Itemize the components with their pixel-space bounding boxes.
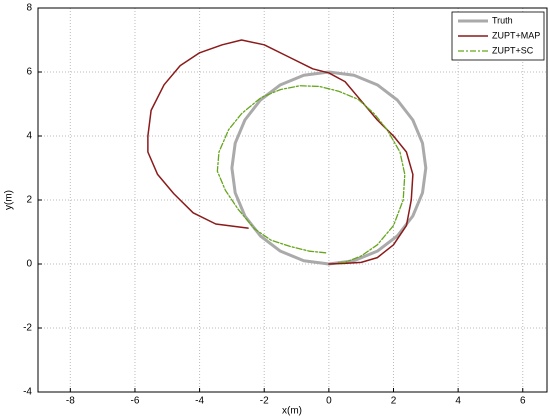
legend-label: ZUPT+SC [492,45,534,55]
y-tick-label: 8 [26,3,32,14]
y-tick-label: 2 [26,195,32,206]
series-line [147,39,414,265]
y-tick-label: -4 [23,387,32,398]
x-tick-label: -2 [260,396,269,407]
x-tick-label: -6 [130,396,139,407]
y-axis-label: y(m) [4,190,15,210]
x-tick-label: -8 [66,396,75,407]
x-tick-label: 6 [520,396,526,407]
x-tick-label: 0 [326,396,332,407]
x-tick-label: 2 [391,396,397,407]
x-tick-label: 4 [455,396,461,407]
y-tick-label: 6 [26,67,32,78]
series-line [216,85,406,264]
y-tick-label: 0 [26,259,32,270]
x-axis-label: x(m) [282,406,302,417]
x-tick-label: -4 [195,396,204,407]
y-tick-label: 4 [26,131,32,142]
plot-frame [37,7,548,393]
y-tick-label: -2 [23,323,32,334]
legend-label: ZUPT+MAP [492,30,540,40]
series-line [230,70,428,266]
legend-label: Truth [492,15,513,25]
